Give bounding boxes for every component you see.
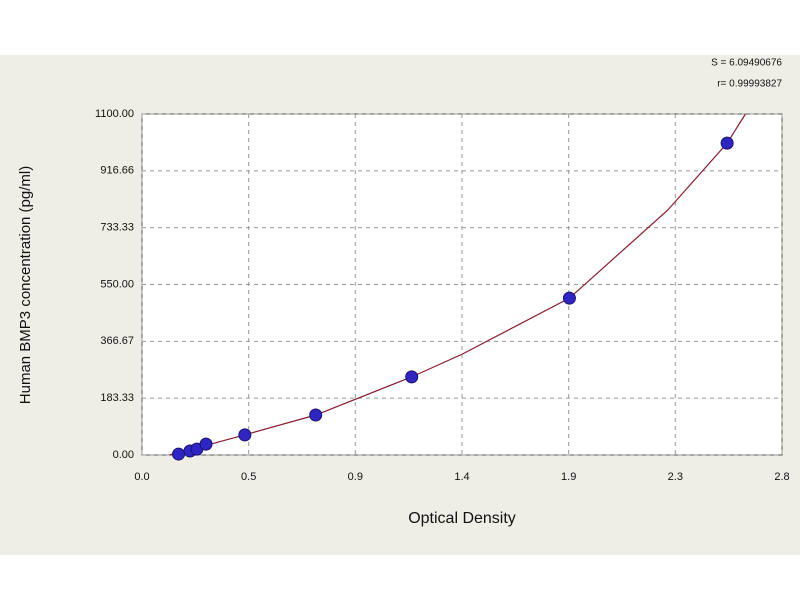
data-point bbox=[238, 428, 252, 442]
y-tick-label: 183.33 bbox=[100, 392, 134, 404]
annotation: S = 6.09490676 bbox=[711, 58, 782, 69]
fit-curve bbox=[169, 113, 746, 456]
y-tick-label: 550.00 bbox=[100, 278, 134, 290]
y-tick-label: 366.67 bbox=[100, 335, 134, 347]
y-tick-label: 0.00 bbox=[113, 449, 134, 461]
x-tick-label: 0.5 bbox=[241, 471, 256, 483]
data-point bbox=[562, 291, 576, 305]
x-tick-label: 2.3 bbox=[668, 471, 683, 483]
y-tick-label: 733.33 bbox=[100, 222, 134, 234]
y-tick-label: 1100.00 bbox=[95, 108, 134, 120]
x-tick-label: 1.9 bbox=[561, 471, 576, 483]
y-axis-label: Human BMP3 concentration (pg/ml) bbox=[17, 166, 34, 404]
data-point bbox=[309, 408, 323, 422]
x-tick-label: 1.4 bbox=[454, 471, 469, 483]
data-point bbox=[199, 437, 213, 451]
x-tick-label: 0.0 bbox=[134, 471, 149, 483]
data-point bbox=[172, 447, 186, 461]
x-axis-label: Optical Density bbox=[408, 510, 516, 527]
data-point bbox=[405, 370, 419, 384]
x-tick-label: 0.9 bbox=[348, 471, 363, 483]
y-tick-label: 916.66 bbox=[100, 165, 134, 177]
x-tick-label: 2.8 bbox=[774, 471, 789, 483]
data-point bbox=[720, 136, 734, 150]
annotation: r= 0.99993827 bbox=[717, 79, 782, 90]
